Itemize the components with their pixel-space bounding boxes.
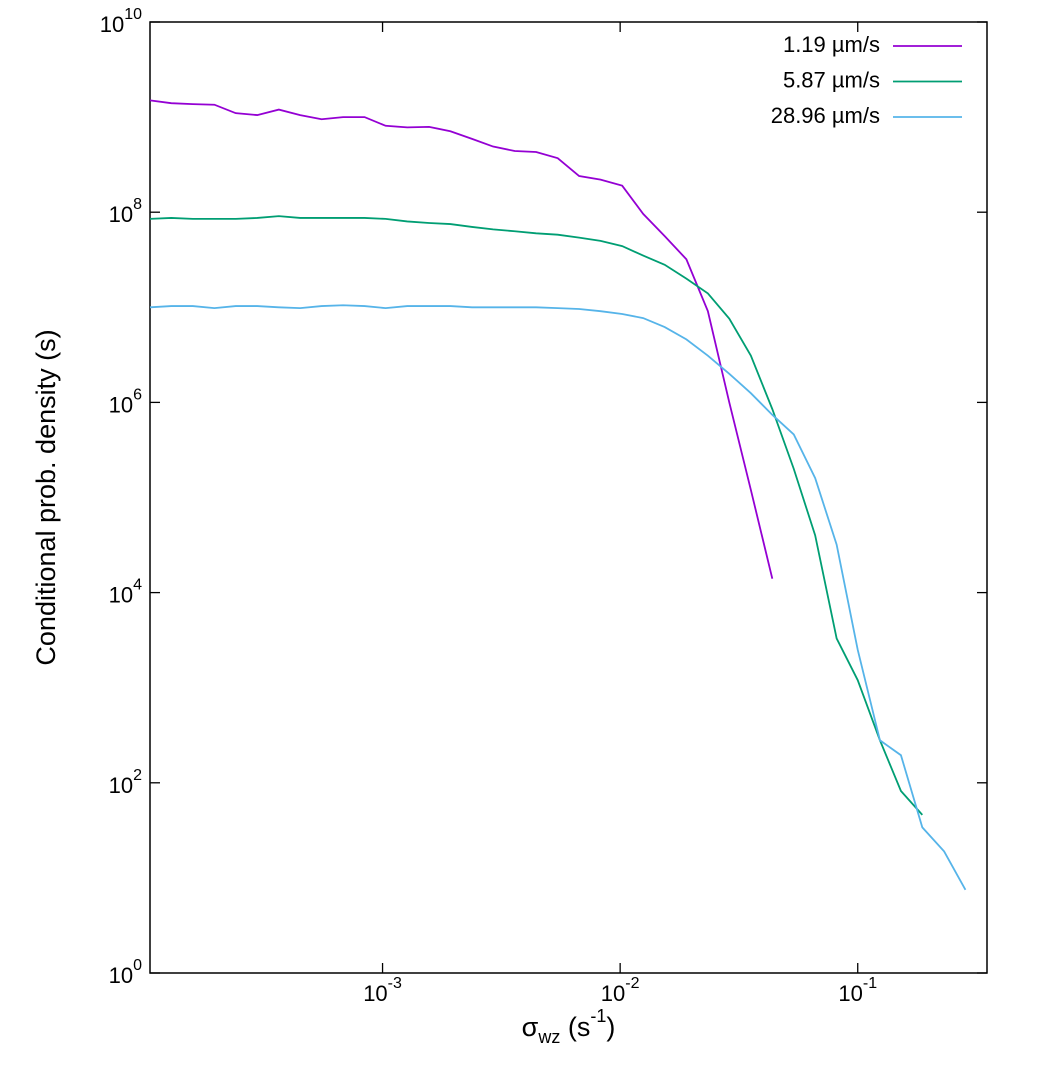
tick-label-base: 10 — [109, 773, 133, 798]
tick-label-base: 10 — [109, 963, 133, 988]
tick-label: 10-1 — [838, 975, 877, 1006]
tick-label-base: 10 — [109, 392, 133, 417]
tick-label-base: 10 — [109, 202, 133, 227]
legend-label: 28.96 µm/s — [771, 103, 880, 128]
y-axis-title: Conditional prob. density (s) — [31, 329, 61, 665]
tick-label-base: 10 — [838, 981, 862, 1006]
x-axis-title-part: ) — [606, 1012, 615, 1042]
tick-label-base: 10 — [100, 12, 124, 37]
x-axis-title-part: (s — [560, 1012, 590, 1042]
tick-label-exponent: 2 — [133, 767, 142, 784]
series-line — [149, 304, 967, 891]
tick-label-exponent: 8 — [133, 196, 142, 213]
tick-label: 102 — [109, 767, 142, 798]
legend-label: 5.87 µm/s — [783, 67, 880, 92]
tick-label: 10-2 — [601, 975, 640, 1006]
tick-label-base: 10 — [109, 582, 133, 607]
legend-label: 1.19 µm/s — [783, 32, 880, 57]
series-line — [149, 215, 923, 816]
tick-label: 1010 — [100, 6, 142, 37]
tick-label-exponent: 6 — [133, 387, 142, 404]
tick-label-base: 10 — [601, 981, 625, 1006]
tick-label-exponent: 10 — [124, 6, 142, 23]
x-axis-title-part: -1 — [590, 1006, 606, 1026]
x-axis-title-part: σ — [522, 1012, 539, 1042]
tick-label-exponent: -2 — [625, 975, 639, 992]
x-axis-title-part: wz — [537, 1027, 560, 1047]
tick-label-exponent: 0 — [133, 957, 142, 974]
tick-label: 10-3 — [363, 975, 402, 1006]
tick-label: 100 — [109, 957, 142, 988]
tick-label: 108 — [109, 196, 142, 227]
tick-label-exponent: 4 — [133, 577, 142, 594]
tick-label-exponent: -3 — [388, 975, 402, 992]
tick-label: 104 — [109, 577, 142, 608]
tick-label: 106 — [109, 387, 142, 418]
plot-frame — [149, 21, 988, 974]
tick-label-base: 10 — [363, 981, 387, 1006]
series-line — [149, 99, 774, 579]
x-axis-title: σwz (s-1) — [522, 1006, 616, 1047]
tick-label-exponent: -1 — [863, 975, 877, 992]
